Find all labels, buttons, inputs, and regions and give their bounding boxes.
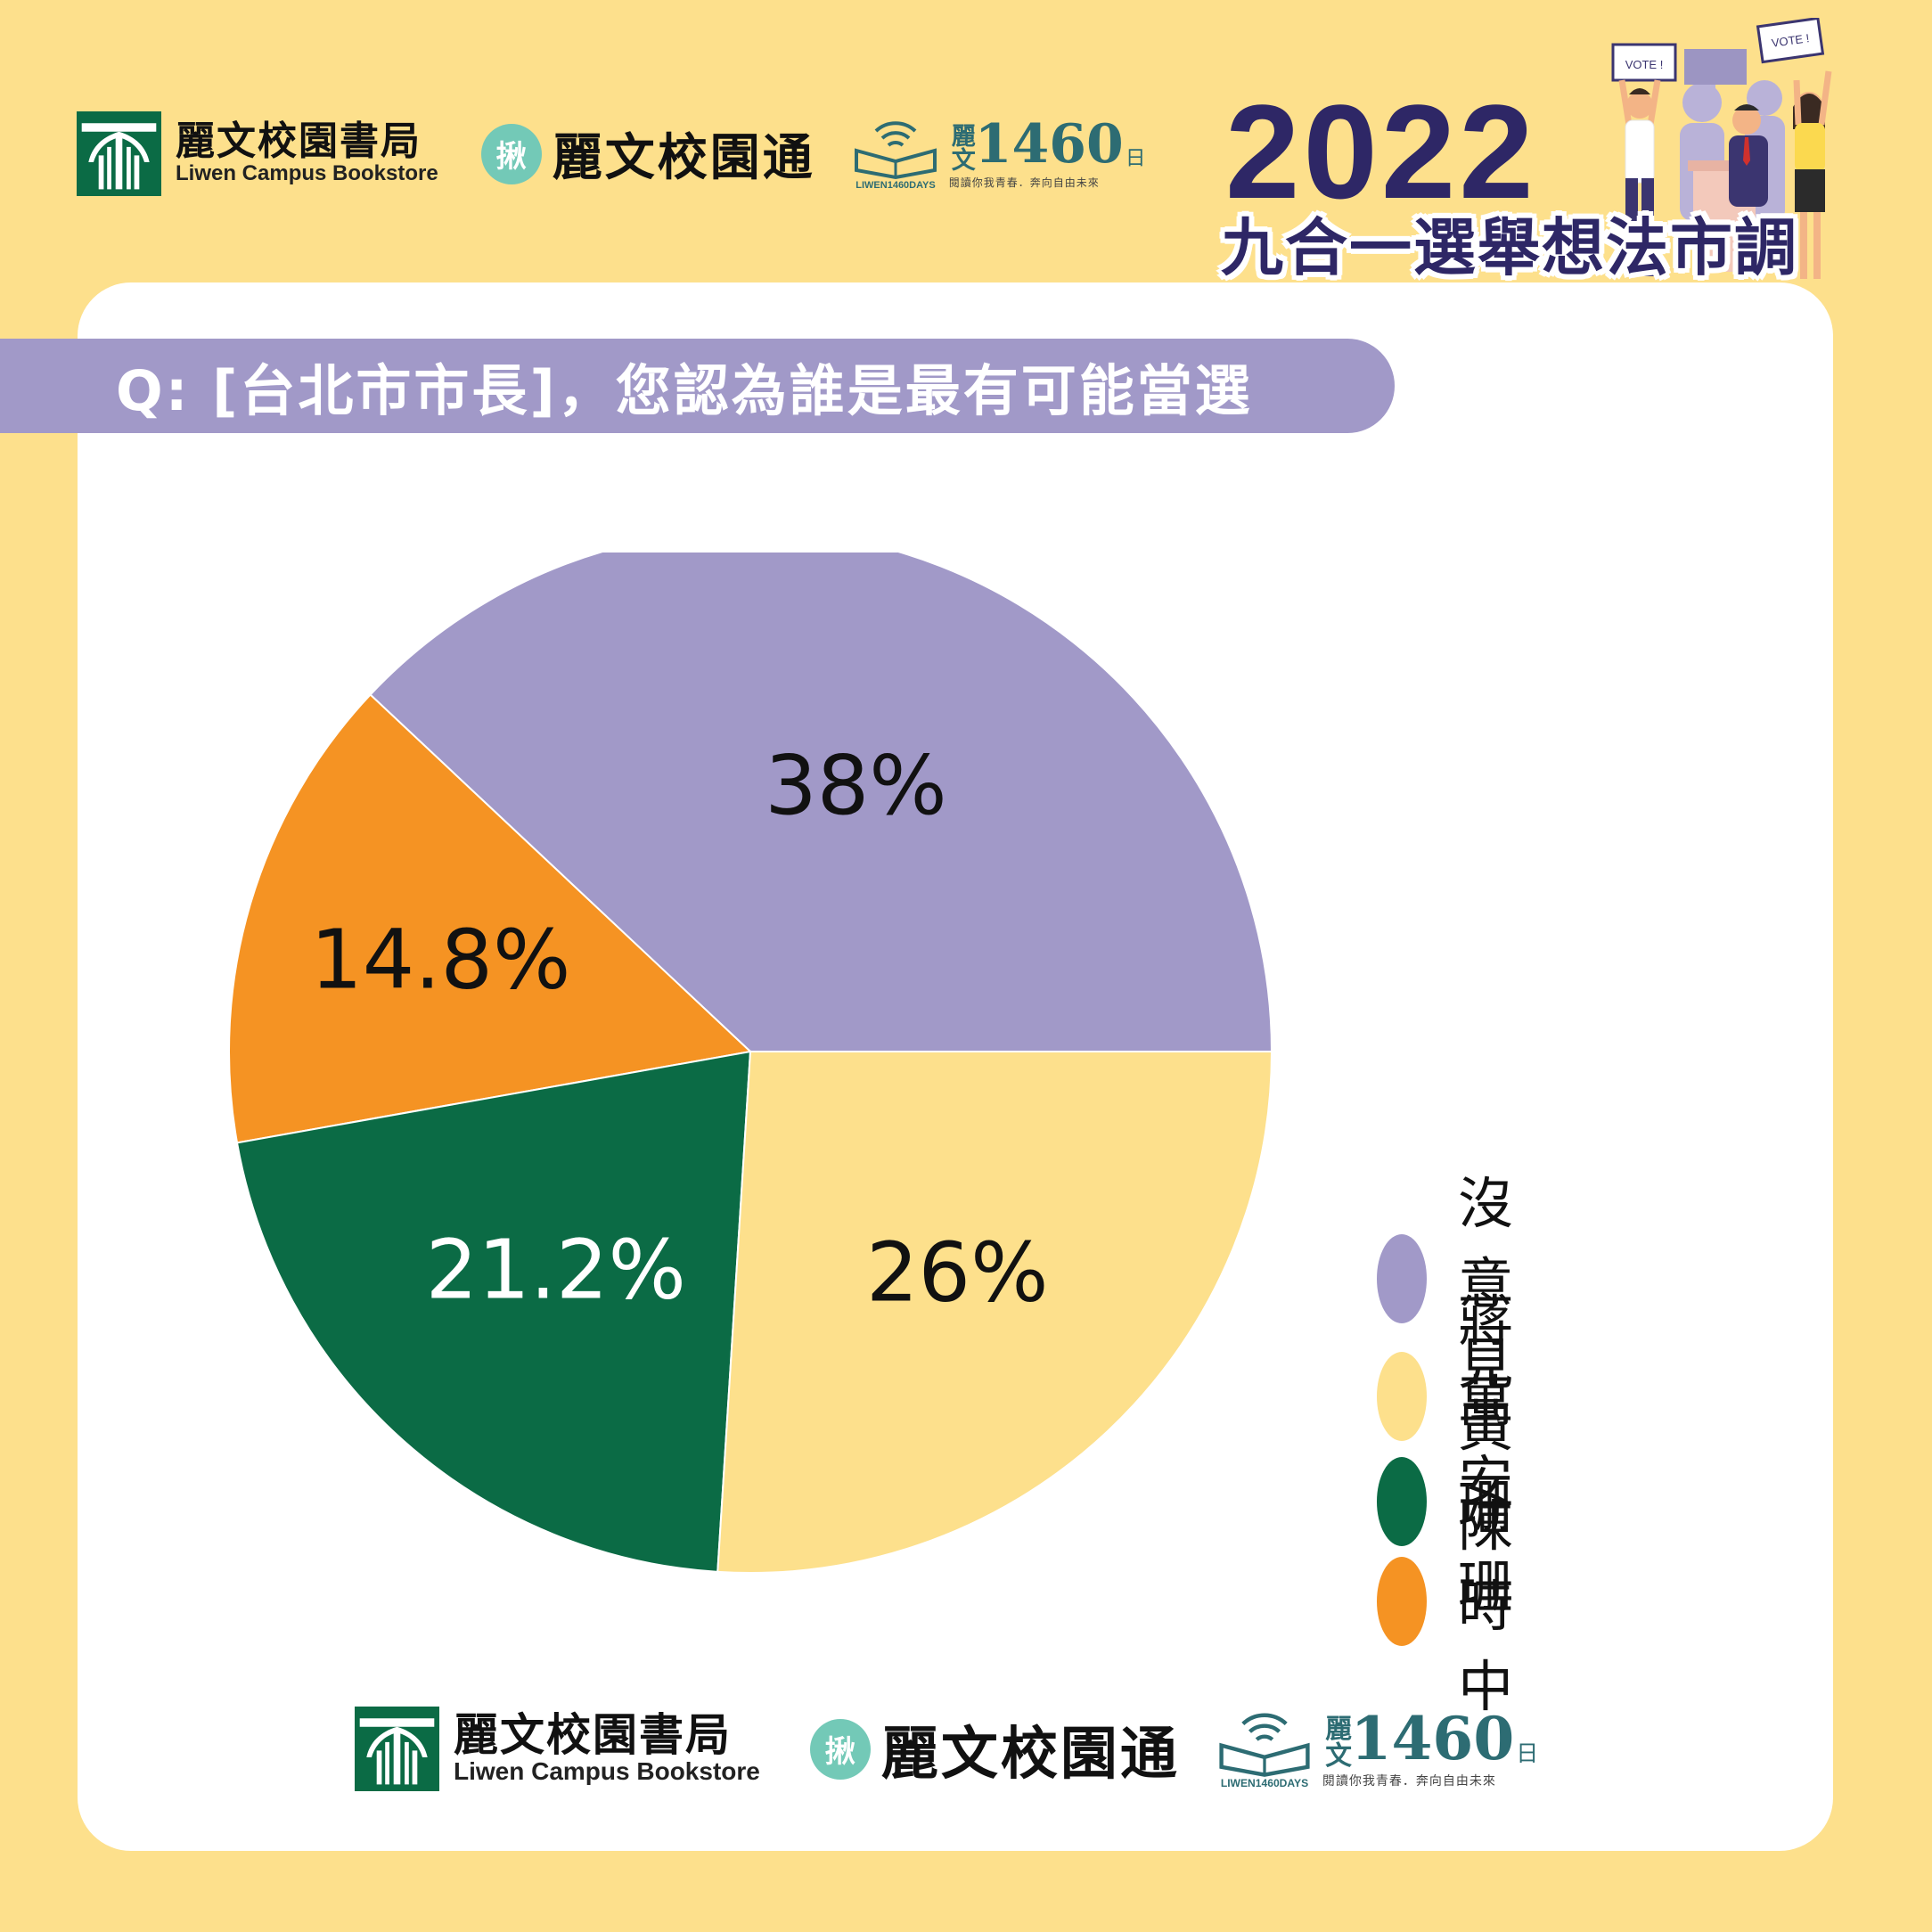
- footer-liwen-1460-logo: LIWEN1460DAYS 麗文 1460 日 閱讀你我青春．奔向自由未來: [1216, 1709, 1538, 1789]
- pie-chart: 38% 26% 21.2% 14.8%: [228, 553, 1273, 1574]
- legend-item-1: 沒意見: [1377, 1158, 1554, 1399]
- legend-item-2: 蔣萬安: [1377, 1276, 1554, 1517]
- open-book-wifi-icon: LIWEN1460DAYS: [854, 120, 937, 190]
- pie-slice-3: [235, 1050, 752, 1573]
- campus-app-badge-icon: 揪: [480, 123, 542, 184]
- footer-book-caption: LIWEN1460DAYS: [1221, 1776, 1308, 1789]
- pie-slice-label-1: 38%: [765, 738, 946, 833]
- pie-slice-label-3: 21.2%: [426, 1222, 686, 1317]
- days-slogan: 閱讀你我青春．奔向自由未來: [948, 176, 1100, 189]
- days-number: 1460: [974, 113, 1124, 176]
- campus-app-name: 麗文校園通: [552, 129, 815, 187]
- bookstore-name-zh: 麗文校園書局: [176, 119, 422, 165]
- legend-label-3: 黃珊珊: [1458, 1394, 1516, 1619]
- vote-sign-left-text: VOTE !: [1625, 58, 1664, 71]
- footer-days-slogan: 閱讀你我青春．奔向自由未來: [1322, 1773, 1496, 1789]
- footer-campus-app-badge-icon: 揪: [809, 1718, 871, 1780]
- legend-swatch-2: [1377, 1352, 1428, 1441]
- survey-year: 2022: [1225, 77, 1537, 226]
- pie-slice-label-2: 26%: [866, 1224, 1048, 1320]
- legend-label-4: 陳時中: [1458, 1494, 1516, 1719]
- footer-bookstore-name-en: Liwen Campus Bookstore: [454, 1757, 760, 1786]
- footer-bookstore-name-zh: 麗文校園書局: [454, 1708, 732, 1761]
- legend-item-4: 陳時中: [1377, 1481, 1554, 1722]
- legend-swatch-3: [1377, 1457, 1428, 1546]
- footer-bookstore-tree-icon: [355, 1707, 439, 1791]
- pie-slice-1: [369, 553, 1273, 1052]
- vote-sign-right-text: VOTE !: [1771, 31, 1810, 50]
- footer-days-number: 1460: [1350, 1703, 1515, 1773]
- footer-bookstore-logo: 麗文校園書局 Liwen Campus Bookstore: [355, 1707, 760, 1791]
- legend-label-2: 蔣萬安: [1458, 1289, 1516, 1514]
- footer-open-book-wifi-icon: LIWEN1460DAYS: [1219, 1713, 1310, 1789]
- legend-swatch-4: [1377, 1557, 1428, 1646]
- header-logos: 麗文校園書局 Liwen Campus Bookstore 揪 麗文校園通 LI…: [77, 111, 1146, 196]
- footer-campus-app-name: 麗文校園通: [880, 1721, 1180, 1788]
- book-caption: LIWEN1460DAYS: [855, 180, 935, 190]
- bookstore-tree-icon: [77, 111, 161, 196]
- legend-swatch-1: [1377, 1234, 1428, 1323]
- legend-item-3: 黃珊珊: [1377, 1381, 1554, 1622]
- question-text: Q: [台北市市長]，您認為誰是最有可能當選: [116, 358, 1253, 423]
- pie-slice-label-4: 14.8%: [310, 913, 570, 1008]
- bookstore-name-en: Liwen Campus Bookstore: [176, 161, 438, 186]
- campus-app-logo: 揪 麗文校園通: [480, 118, 815, 190]
- survey-title: 九合一選舉想法市調: [1221, 211, 1798, 284]
- bookstore-logo: 麗文校園書局 Liwen Campus Bookstore: [77, 111, 438, 196]
- footer-logos: 麗文校園書局 Liwen Campus Bookstore 揪 麗文校園通 LI…: [355, 1707, 1538, 1791]
- question-banner: Q: [台北市市長]，您認為誰是最有可能當選: [0, 339, 1395, 433]
- footer-days-unit: 日: [1516, 1740, 1539, 1766]
- footer-campus-app-logo: 揪 麗文校園通: [809, 1708, 1180, 1790]
- liwen-1460-logo: LIWEN1460DAYS 麗文 1460 日 閱讀你我青春．奔向自由未來: [851, 118, 1146, 190]
- vote-sign-right: [1756, 18, 1825, 64]
- vote-sign-left: [1611, 43, 1677, 82]
- days-prefix: 麗文: [946, 123, 975, 171]
- legend-label-1: 沒意見: [1458, 1171, 1516, 1396]
- days-unit: 日: [1125, 147, 1146, 170]
- pie-slice-2: [716, 1051, 1273, 1574]
- pie-slice-4: [228, 693, 753, 1144]
- footer-days-prefix: 麗文: [1320, 1715, 1352, 1768]
- voters-illustration: VOTE ! VOTE !: [1611, 18, 1832, 279]
